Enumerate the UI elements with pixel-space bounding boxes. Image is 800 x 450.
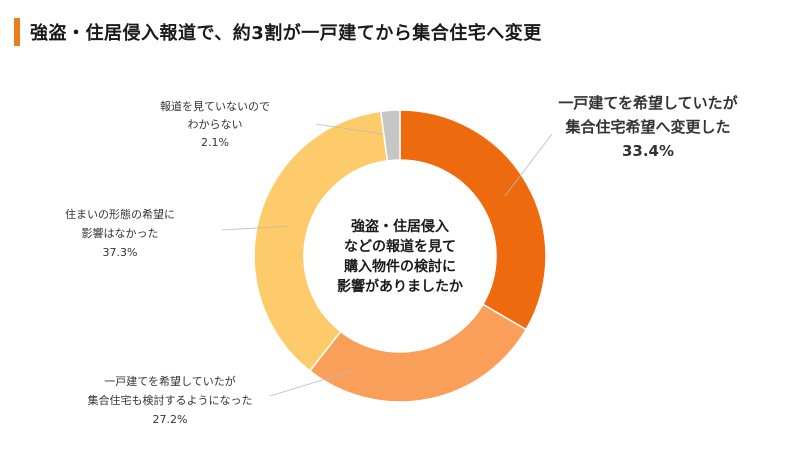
slice-value-label-3: 37.3% <box>103 246 138 259</box>
slice-value-label-4: 2.1% <box>201 136 229 149</box>
slice-category-label-4: 報道を見ていないので <box>160 99 270 113</box>
leader-line-4 <box>315 123 383 135</box>
donut-slice-3 <box>253 110 389 372</box>
leader-line-1 <box>504 133 553 197</box>
slice-value-label-1: 33.4% <box>622 142 674 160</box>
center-text-line: 影響がありましたか <box>337 278 463 295</box>
slice-value-label-2: 27.2% <box>153 413 188 426</box>
donut-slice-4 <box>379 109 401 162</box>
slice-category-label-4: わからない <box>188 118 243 131</box>
slice-category-label-2: 一戸建てを希望していたが <box>104 374 235 388</box>
chart-title: 強盗・住居侵入報道で、約3割が一戸建てから集合住宅へ変更 <box>30 23 542 44</box>
center-text-line: などの報道を見て <box>344 238 456 255</box>
slice-category-label-3: 住まいの形態の希望に <box>65 207 175 221</box>
slice-category-label-3: 影響はなかった <box>82 226 159 240</box>
donut-slice-2 <box>308 303 528 403</box>
slice-labels: 一戸建てを希望していたが集合住宅希望へ変更した33.4%一戸建てを希望していたが… <box>65 94 739 426</box>
leader-line-3 <box>221 225 291 231</box>
slice-category-label-1: 集合住宅希望へ変更した <box>564 118 730 136</box>
title-accent-bar <box>14 18 20 46</box>
slice-category-label-2: 集合住宅も検討するようになった <box>88 393 253 407</box>
leader-line-2 <box>269 369 356 397</box>
leader-lines <box>221 123 553 397</box>
center-text-line: 購入物件の検討に <box>343 258 456 275</box>
donut-slices <box>253 109 547 403</box>
donut-slice-1 <box>399 109 547 331</box>
center-text-line: 強盗・住居侵入 <box>351 218 449 235</box>
slice-category-label-1: 一戸建てを希望していたが <box>558 94 738 112</box>
